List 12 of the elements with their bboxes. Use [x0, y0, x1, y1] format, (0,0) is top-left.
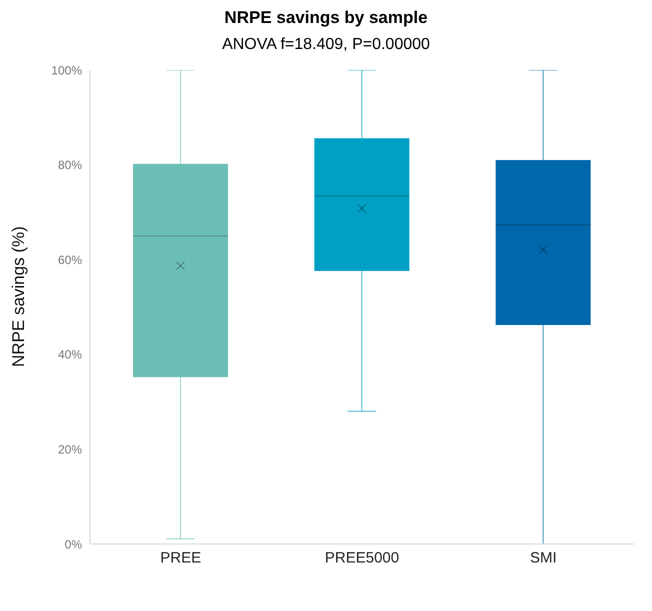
- chart-subtitle: ANOVA f=18.409, P=0.00000: [221, 36, 431, 54]
- y-tick-label: 40%: [58, 348, 82, 362]
- x-tick-label: PREE5000: [324, 550, 400, 567]
- y-tick-label: 0%: [64, 537, 82, 552]
- x-tick-label: SMI: [530, 550, 557, 567]
- x-tick-label: PREE: [160, 550, 202, 567]
- y-tick-label: 80%: [58, 158, 82, 172]
- y-tick-label: 60%: [58, 252, 82, 267]
- y-axis-title: NRPE savings (%): [9, 226, 28, 367]
- y-tick-label: 100%: [51, 63, 82, 78]
- chart-title: NRPE savings by sample: [223, 8, 429, 28]
- y-tick-label: 20%: [58, 442, 82, 456]
